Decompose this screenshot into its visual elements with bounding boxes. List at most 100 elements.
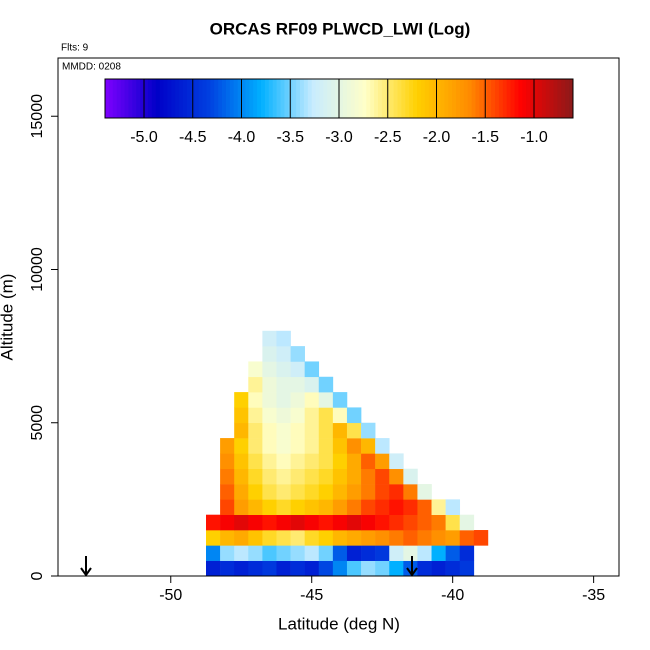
heatmap-cell [361, 484, 376, 500]
heatmap-cell [248, 484, 263, 500]
heatmap-cell [276, 392, 291, 408]
heatmap-cell [248, 499, 263, 515]
heatmap-cell [361, 514, 376, 531]
colorbar-swatch [545, 79, 550, 118]
colorbar-swatch [241, 79, 246, 118]
colorbar-swatch [284, 79, 289, 118]
colorbar-swatch [467, 79, 472, 118]
colorbar-swatch [339, 79, 344, 118]
heatmap-cell [304, 392, 320, 408]
heatmap-cell [332, 422, 348, 439]
colorbar-swatch [534, 79, 539, 118]
heatmap-cell [389, 453, 404, 470]
heatmap-cell [290, 545, 305, 561]
heatmap-cell [234, 560, 249, 577]
heatmap-cell [304, 422, 320, 439]
heatmap-cell [318, 376, 334, 393]
heatmap-cell [445, 499, 461, 515]
heatmap-cell [346, 422, 362, 439]
heatmap-cell [346, 468, 362, 485]
heatmap-cell [290, 422, 305, 439]
colorbar-swatch [144, 79, 149, 118]
heatmap-cell [248, 453, 263, 470]
colorbar-swatch [264, 79, 270, 118]
heatmap-cell [276, 499, 291, 515]
heatmap-cell [276, 453, 291, 470]
flight-arrow [406, 556, 418, 577]
heatmap-cell [375, 438, 390, 454]
heatmap-cell [318, 545, 334, 561]
colorbar-swatch [518, 79, 523, 118]
colorbar-tick-label: -1.0 [520, 129, 548, 146]
colorbar-swatch [459, 79, 465, 118]
heatmap-cell [403, 468, 418, 485]
colorbar-swatch [506, 79, 511, 118]
heatmap-cell [234, 407, 249, 424]
heatmap-cell [220, 438, 235, 454]
heatmap-cell [290, 392, 305, 408]
heatmap-cell [304, 361, 320, 378]
colorbar-swatch [358, 79, 363, 118]
colorbar-swatch [428, 79, 433, 118]
colorbar-swatch [253, 79, 258, 118]
colorbar-swatch [276, 79, 281, 118]
heatmap-cell [220, 453, 235, 470]
heatmap-cell [290, 376, 305, 393]
heatmap-cell [417, 545, 432, 561]
heatmap-cell [375, 545, 390, 561]
heatmap-cell [375, 468, 390, 485]
colorbar-swatch [342, 79, 348, 118]
heatmap-cell [346, 499, 362, 515]
colorbar-swatch [229, 79, 235, 118]
heatmap-cell [262, 407, 277, 424]
colorbar-swatch [491, 79, 496, 118]
heatmap-cell [262, 438, 277, 454]
y-tick-label: 5000 [29, 405, 46, 441]
heatmap-cell [248, 392, 263, 408]
heatmap-cell [375, 499, 390, 515]
colorbar-swatch [463, 79, 469, 118]
colorbar-swatch [194, 79, 199, 118]
heatmap-cell [332, 438, 348, 454]
heatmap-cell [290, 361, 305, 378]
heatmap-cell [459, 545, 475, 561]
heatmap-cell [304, 560, 320, 577]
y-tick-label: 10000 [29, 247, 46, 292]
heatmap-cell [389, 468, 404, 485]
colorbar-swatch [132, 79, 137, 118]
heatmap-cell [346, 453, 362, 470]
heatmap-cell [276, 484, 291, 500]
heatmap-cell [403, 530, 418, 546]
colorbar-swatch [222, 79, 227, 118]
colorbar-swatch [557, 79, 562, 118]
colorbar-swatch [381, 79, 387, 118]
heatmap-cell [290, 468, 305, 485]
heatmap-cell [445, 545, 461, 561]
colorbar-swatch [179, 79, 184, 118]
colorbar-swatch [147, 79, 153, 118]
colorbar-tick-label: -2.5 [374, 129, 402, 146]
heatmap-cell [318, 468, 334, 485]
heatmap-cell [248, 407, 263, 424]
heatmap-cell [262, 361, 277, 378]
heatmap-cell [234, 514, 249, 531]
colorbar-swatch [393, 79, 398, 118]
heatmap-cell [248, 530, 263, 546]
heatmap-cell [262, 330, 277, 347]
heatmap-cell [262, 545, 277, 561]
colorbar-swatch [413, 79, 418, 118]
heatmap-cell [332, 530, 348, 546]
heatmap-cell [234, 453, 249, 470]
heatmap-cell [361, 499, 376, 515]
colorbar-swatch [280, 79, 285, 118]
heatmap-cell [332, 560, 348, 577]
colorbar-swatch [569, 79, 574, 118]
heatmap-cell [220, 499, 235, 515]
heatmap-cell [290, 560, 305, 577]
colorbar-swatch [479, 79, 484, 118]
colorbar-tick-label: -4.5 [179, 129, 207, 146]
heatmap-cell [276, 530, 291, 546]
heatmap-cell [473, 530, 489, 546]
colorbar-swatch [409, 79, 414, 118]
heatmap-cell [220, 545, 235, 561]
